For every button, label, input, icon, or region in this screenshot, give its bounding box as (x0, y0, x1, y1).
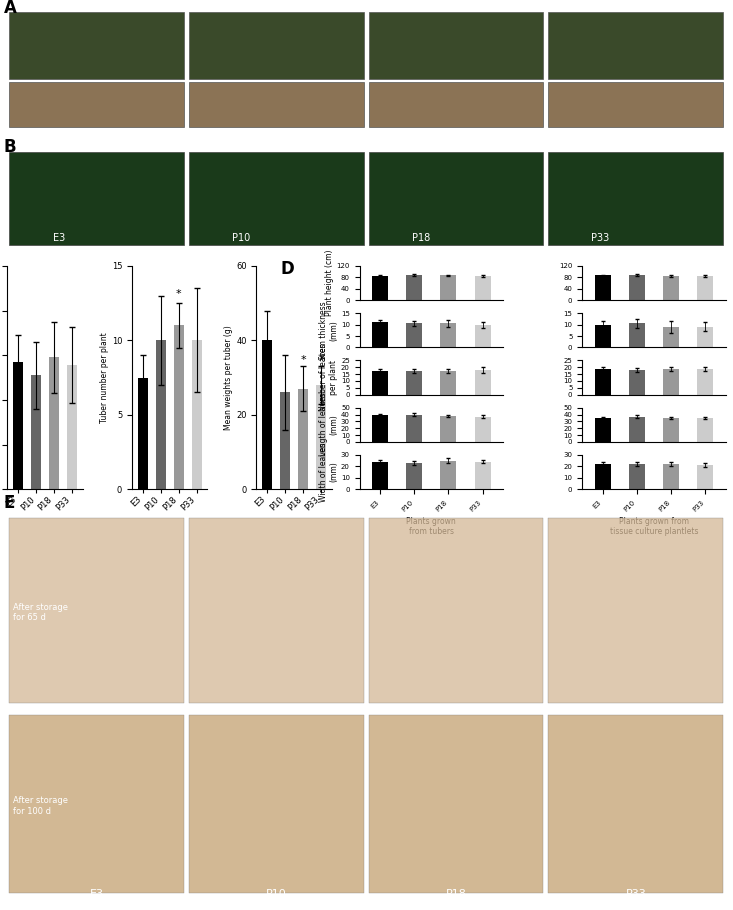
Bar (697, 327, 713, 348)
Text: P10: P10 (232, 233, 251, 243)
Bar (663, 276, 679, 300)
FancyBboxPatch shape (10, 12, 184, 79)
Y-axis label: Width of leaves
(mm): Width of leaves (mm) (319, 442, 338, 501)
Bar (372, 415, 388, 442)
FancyBboxPatch shape (189, 83, 364, 126)
Bar (629, 323, 645, 348)
Bar (663, 464, 679, 490)
Bar (663, 327, 679, 348)
Y-axis label: Mean weights per tuber (g): Mean weights per tuber (g) (224, 325, 233, 430)
Bar (406, 415, 422, 442)
Text: After storage
for 100 d: After storage for 100 d (13, 796, 68, 816)
Bar (475, 276, 490, 300)
Bar (629, 417, 645, 442)
Y-axis label: Stem thickness
(mm): Stem thickness (mm) (319, 301, 338, 359)
Text: P18: P18 (412, 233, 430, 243)
Bar (67, 365, 77, 490)
Text: E3: E3 (90, 889, 104, 899)
Bar (697, 369, 713, 395)
Bar (191, 340, 202, 490)
Bar (629, 370, 645, 395)
Bar (13, 362, 23, 490)
Bar (441, 276, 457, 300)
FancyBboxPatch shape (189, 12, 364, 79)
Text: *: * (176, 288, 182, 298)
Bar (697, 276, 713, 300)
Bar (475, 417, 490, 442)
Bar (372, 322, 388, 348)
Bar (406, 275, 422, 300)
Text: D: D (281, 259, 295, 278)
Bar (372, 276, 388, 300)
FancyBboxPatch shape (548, 518, 723, 703)
FancyBboxPatch shape (189, 518, 364, 703)
Text: P33: P33 (625, 889, 647, 899)
Bar (475, 370, 490, 395)
Y-axis label: Plant height (cm): Plant height (cm) (325, 250, 334, 317)
Bar (372, 371, 388, 395)
X-axis label: Plants grown
from tubers: Plants grown from tubers (407, 517, 456, 536)
Bar (697, 418, 713, 442)
Bar (594, 369, 611, 395)
Bar (441, 323, 457, 348)
FancyBboxPatch shape (548, 715, 723, 893)
Bar (316, 385, 326, 490)
Text: *: * (318, 355, 324, 365)
Text: E3: E3 (53, 233, 65, 243)
Bar (475, 461, 490, 490)
FancyBboxPatch shape (10, 715, 184, 893)
Bar (441, 371, 457, 395)
Text: After storage
for 65 d: After storage for 65 d (13, 603, 68, 622)
Bar (594, 276, 611, 300)
Bar (663, 369, 679, 395)
X-axis label: Plants grown from
tissue culture plantlets: Plants grown from tissue culture plantle… (610, 517, 698, 536)
Y-axis label: Length of leaves
(mm): Length of leaves (mm) (319, 393, 338, 457)
Y-axis label: Number of leaves
per plant: Number of leaves per plant (319, 344, 338, 411)
Bar (31, 375, 41, 490)
Bar (697, 465, 713, 490)
FancyBboxPatch shape (10, 152, 184, 245)
Bar (594, 325, 611, 348)
Bar (441, 460, 457, 490)
Text: P10: P10 (266, 889, 287, 899)
Bar (406, 463, 422, 490)
FancyBboxPatch shape (548, 152, 723, 245)
FancyBboxPatch shape (369, 12, 543, 79)
Bar (475, 325, 490, 348)
Y-axis label: Tuber number per plant: Tuber number per plant (100, 332, 109, 423)
Bar (138, 378, 147, 490)
Bar (174, 326, 183, 490)
FancyBboxPatch shape (369, 152, 543, 245)
Text: P18: P18 (446, 889, 467, 899)
Bar (594, 418, 611, 442)
Bar (298, 389, 308, 490)
Bar (594, 464, 611, 490)
Bar (629, 275, 645, 300)
FancyBboxPatch shape (189, 715, 364, 893)
Text: A: A (4, 0, 17, 17)
FancyBboxPatch shape (548, 12, 723, 79)
Bar (372, 461, 388, 490)
Bar (406, 323, 422, 348)
Bar (262, 340, 272, 490)
Bar (49, 358, 59, 490)
Bar (663, 418, 679, 442)
FancyBboxPatch shape (189, 152, 364, 245)
FancyBboxPatch shape (10, 83, 184, 126)
FancyBboxPatch shape (369, 715, 543, 893)
FancyBboxPatch shape (369, 83, 543, 126)
Bar (155, 340, 166, 490)
Text: E: E (4, 494, 15, 512)
Bar (280, 392, 290, 490)
FancyBboxPatch shape (548, 83, 723, 126)
Bar (441, 416, 457, 442)
FancyBboxPatch shape (369, 518, 543, 703)
FancyBboxPatch shape (10, 518, 184, 703)
Text: *: * (301, 355, 306, 365)
Text: B: B (4, 138, 16, 156)
Bar (629, 464, 645, 490)
Bar (406, 371, 422, 395)
Text: P33: P33 (592, 233, 610, 243)
